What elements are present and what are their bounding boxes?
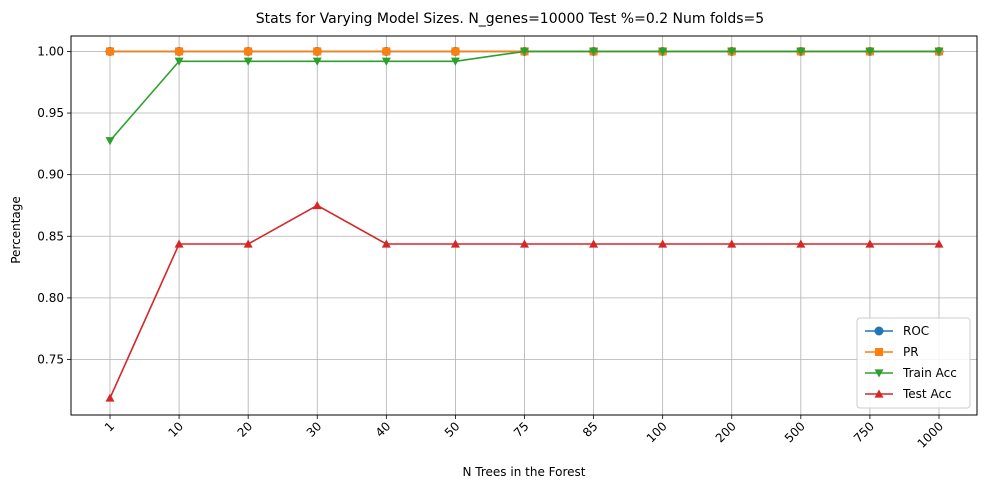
data-point-train-acc [727,47,737,56]
series-layer [105,46,944,402]
x-tick-label: 30 [304,419,325,440]
legend-marker-pr [875,348,883,356]
data-point-test-acc [934,239,944,248]
data-point-train-acc [520,47,529,56]
legend: ROC PR Train Acc Test Acc [856,317,971,409]
legend-label-test-acc: Test Acc [902,387,952,401]
x-tick-label: 10 [165,419,186,440]
data-point-test-acc [312,200,322,210]
x-tick-label: 50 [442,419,463,440]
data-point-test-acc [796,239,806,248]
y-tick-label: 0.75 [37,353,64,367]
data-point-pr [313,47,322,56]
series-test-acc [105,200,944,402]
data-point-train-acc [796,47,806,56]
data-point-pr [244,47,253,56]
data-point-pr [106,47,114,56]
data-point-test-acc [174,239,184,248]
grid-lines [71,36,977,415]
data-point-pr [382,47,391,56]
data-point-train-acc [174,57,184,66]
data-point-train-acc [312,57,322,66]
legend-marker-test-acc [874,389,884,398]
x-tick-label: 1000 [915,419,946,450]
legend-label-train-acc: Train Acc [902,366,957,380]
data-point-train-acc [865,47,875,56]
x-tick-label: 100 [644,419,670,445]
data-point-test-acc [381,239,391,248]
data-point-test-acc [520,239,529,248]
legend-marker-train-acc [874,369,884,378]
data-point-train-acc [243,57,253,66]
x-tick-label: 20 [235,419,256,440]
x-axis: 1 10 20 30 40 50 75 85 100 200 500 750 1000 [102,415,946,451]
data-point-test-acc [105,393,115,402]
x-tick-label: 750 [851,419,877,445]
data-point-train-acc [105,137,115,146]
data-point-test-acc [450,239,460,248]
x-tick-label: 75 [511,419,532,440]
legend-label-roc: ROC [903,324,929,338]
chart-title: Stats for Varying Model Sizes. N_genes=1… [256,11,764,27]
x-tick-label: 200 [713,419,739,445]
data-point-train-acc [934,47,944,56]
series-train-acc [105,47,944,146]
y-tick-label: 0.85 [37,229,64,243]
data-point-test-acc [865,239,875,248]
legend-box [856,317,971,409]
data-point-train-acc [658,47,668,56]
legend-label-pr: PR [903,345,919,359]
plot-frame [70,35,978,416]
x-tick-label: 1 [102,419,117,434]
y-tick-label: 1.00 [37,44,64,58]
x-axis-label: N Trees in the Forest [463,465,586,479]
data-point-test-acc [243,239,253,248]
data-point-train-acc [381,57,391,66]
y-tick-label: 0.90 [37,168,64,182]
data-point-test-acc [658,239,668,248]
data-point-test-acc [589,239,599,248]
y-axis: 0.75 0.80 0.85 0.90 0.95 1.00 [37,44,71,367]
data-point-test-acc [727,239,737,248]
x-tick-label: 500 [782,419,808,445]
data-point-pr [451,47,460,56]
x-tick-label: 40 [373,419,394,440]
data-point-train-acc [450,57,460,66]
y-tick-label: 0.95 [37,106,64,120]
data-point-pr [175,47,184,56]
data-point-train-acc [589,47,599,56]
x-tick-label: 85 [580,419,601,440]
y-axis-label: Percentage [9,196,23,264]
y-tick-label: 0.80 [37,291,64,305]
legend-marker-roc [874,326,884,336]
